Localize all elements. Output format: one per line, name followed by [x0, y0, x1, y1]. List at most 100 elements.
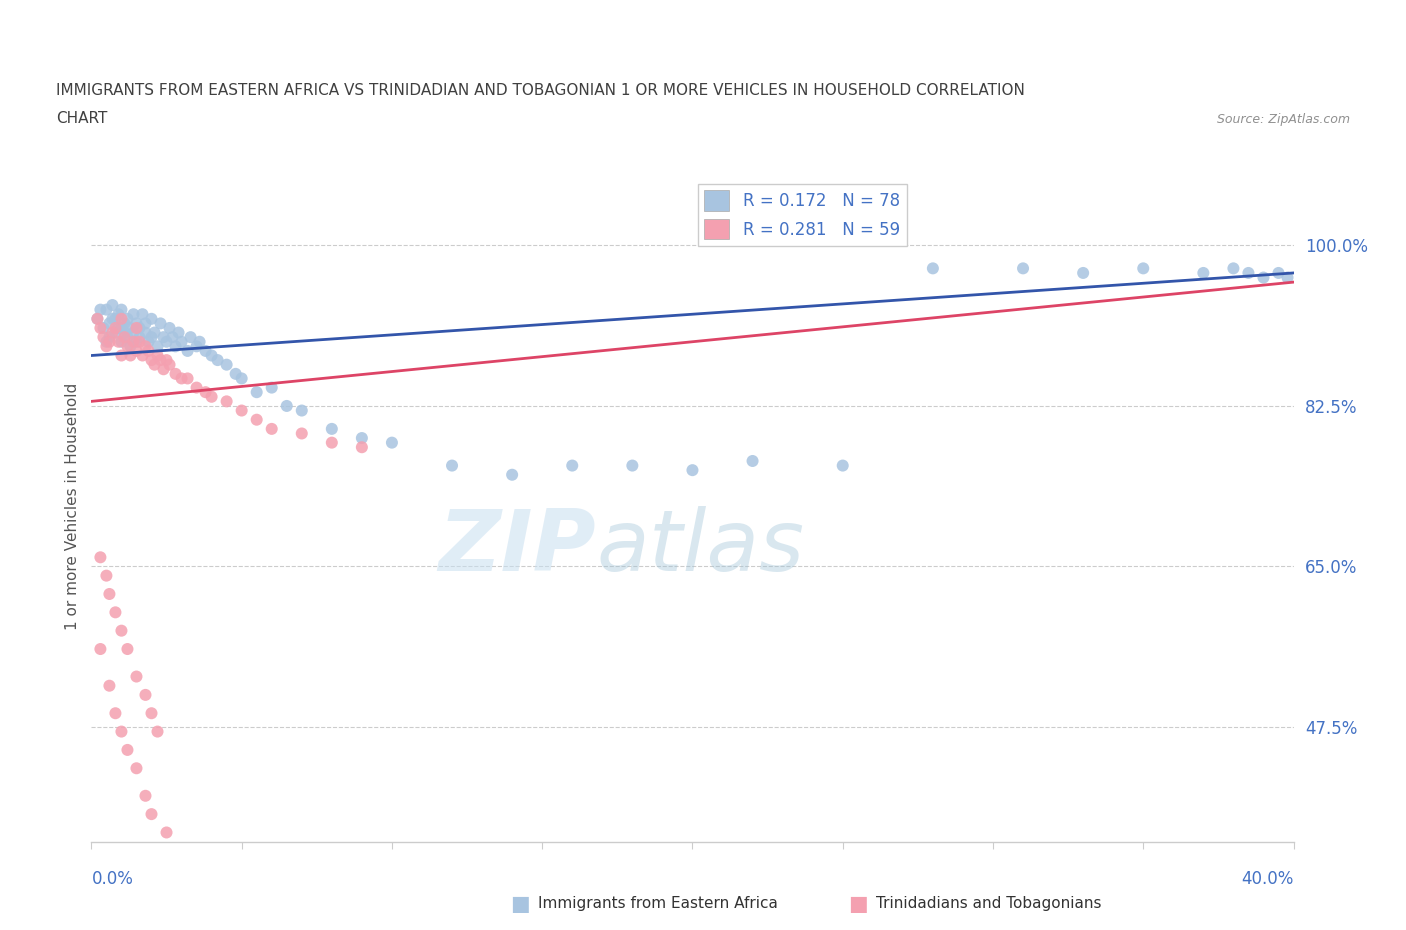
Text: ■: ■	[848, 894, 868, 914]
Point	[1012, 261, 1035, 276]
Point	[104, 706, 127, 721]
Point	[114, 330, 136, 345]
Point	[681, 463, 703, 478]
Point	[180, 330, 202, 345]
Point	[110, 334, 132, 349]
Point	[128, 321, 150, 336]
Point	[194, 343, 217, 358]
Point	[86, 312, 108, 326]
Point	[101, 298, 124, 312]
Point	[117, 642, 139, 657]
Point	[225, 366, 247, 381]
Point	[134, 316, 156, 331]
Point	[110, 321, 132, 336]
Point	[96, 339, 118, 353]
Point	[125, 316, 148, 331]
Point	[98, 678, 121, 693]
Point	[176, 371, 198, 386]
Point	[207, 352, 229, 367]
Point	[215, 394, 238, 409]
Point	[1253, 270, 1275, 285]
Y-axis label: 1 or more Vehicles in Household: 1 or more Vehicles in Household	[65, 383, 80, 631]
Point	[741, 454, 763, 469]
Point	[152, 362, 174, 377]
Point	[1192, 265, 1215, 280]
Point	[96, 568, 118, 583]
Point	[131, 307, 153, 322]
Point	[110, 302, 132, 317]
Point	[170, 371, 193, 386]
Point	[101, 312, 124, 326]
Point	[120, 339, 142, 353]
Point	[96, 302, 118, 317]
Point	[246, 385, 269, 400]
Point	[117, 330, 139, 345]
Point	[89, 550, 111, 565]
Point	[1222, 261, 1244, 276]
Point	[159, 321, 181, 336]
Point	[93, 321, 115, 336]
Point	[98, 587, 121, 602]
Point	[138, 334, 160, 349]
Point	[110, 623, 132, 638]
Point	[188, 334, 211, 349]
Point	[440, 458, 463, 473]
Point	[125, 321, 148, 336]
Point	[134, 339, 156, 353]
Point	[922, 261, 945, 276]
Point	[201, 348, 224, 363]
Text: Trinidadians and Tobagonians: Trinidadians and Tobagonians	[876, 897, 1101, 911]
Point	[155, 352, 177, 367]
Point	[167, 326, 190, 340]
Point	[186, 339, 208, 353]
Point	[128, 330, 150, 345]
Point	[170, 334, 193, 349]
Point	[117, 742, 139, 757]
Point	[122, 307, 145, 322]
Point	[194, 385, 217, 400]
Point	[134, 789, 156, 804]
Point	[1071, 265, 1094, 280]
Text: 40.0%: 40.0%	[1241, 870, 1294, 887]
Point	[501, 467, 523, 482]
Point	[131, 348, 153, 363]
Point	[110, 312, 132, 326]
Point	[93, 330, 115, 345]
Point	[89, 302, 111, 317]
Point	[98, 334, 121, 349]
Point	[110, 724, 132, 739]
Point	[107, 307, 129, 322]
Text: IMMIGRANTS FROM EASTERN AFRICA VS TRINIDADIAN AND TOBAGONIAN 1 OR MORE VEHICLES : IMMIGRANTS FROM EASTERN AFRICA VS TRINID…	[56, 83, 1025, 98]
Point	[141, 352, 163, 367]
Point	[138, 343, 160, 358]
Legend: R = 0.172   N = 78, R = 0.281   N = 59: R = 0.172 N = 78, R = 0.281 N = 59	[697, 184, 907, 246]
Point	[1277, 270, 1299, 285]
Point	[231, 371, 253, 386]
Point	[276, 399, 298, 414]
Point	[98, 316, 121, 331]
Point	[107, 334, 129, 349]
Point	[104, 604, 127, 619]
Text: ■: ■	[510, 894, 530, 914]
Point	[107, 321, 129, 336]
Point	[141, 706, 163, 721]
Text: atlas: atlas	[596, 506, 804, 589]
Point	[117, 312, 139, 326]
Point	[381, 435, 404, 450]
Point	[89, 642, 111, 657]
Point	[120, 321, 142, 336]
Point	[141, 312, 163, 326]
Point	[350, 431, 373, 445]
Point	[152, 330, 174, 345]
Point	[110, 348, 132, 363]
Point	[146, 348, 169, 363]
Point	[246, 412, 269, 427]
Point	[176, 343, 198, 358]
Point	[321, 435, 343, 450]
Point	[155, 334, 177, 349]
Point	[125, 761, 148, 776]
Point	[165, 366, 187, 381]
Point	[143, 357, 166, 372]
Text: CHART: CHART	[56, 111, 108, 126]
Point	[159, 357, 181, 372]
